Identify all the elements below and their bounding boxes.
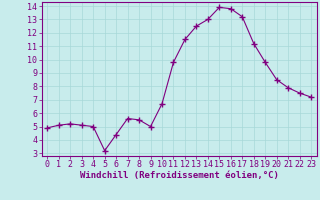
X-axis label: Windchill (Refroidissement éolien,°C): Windchill (Refroidissement éolien,°C) [80,171,279,180]
